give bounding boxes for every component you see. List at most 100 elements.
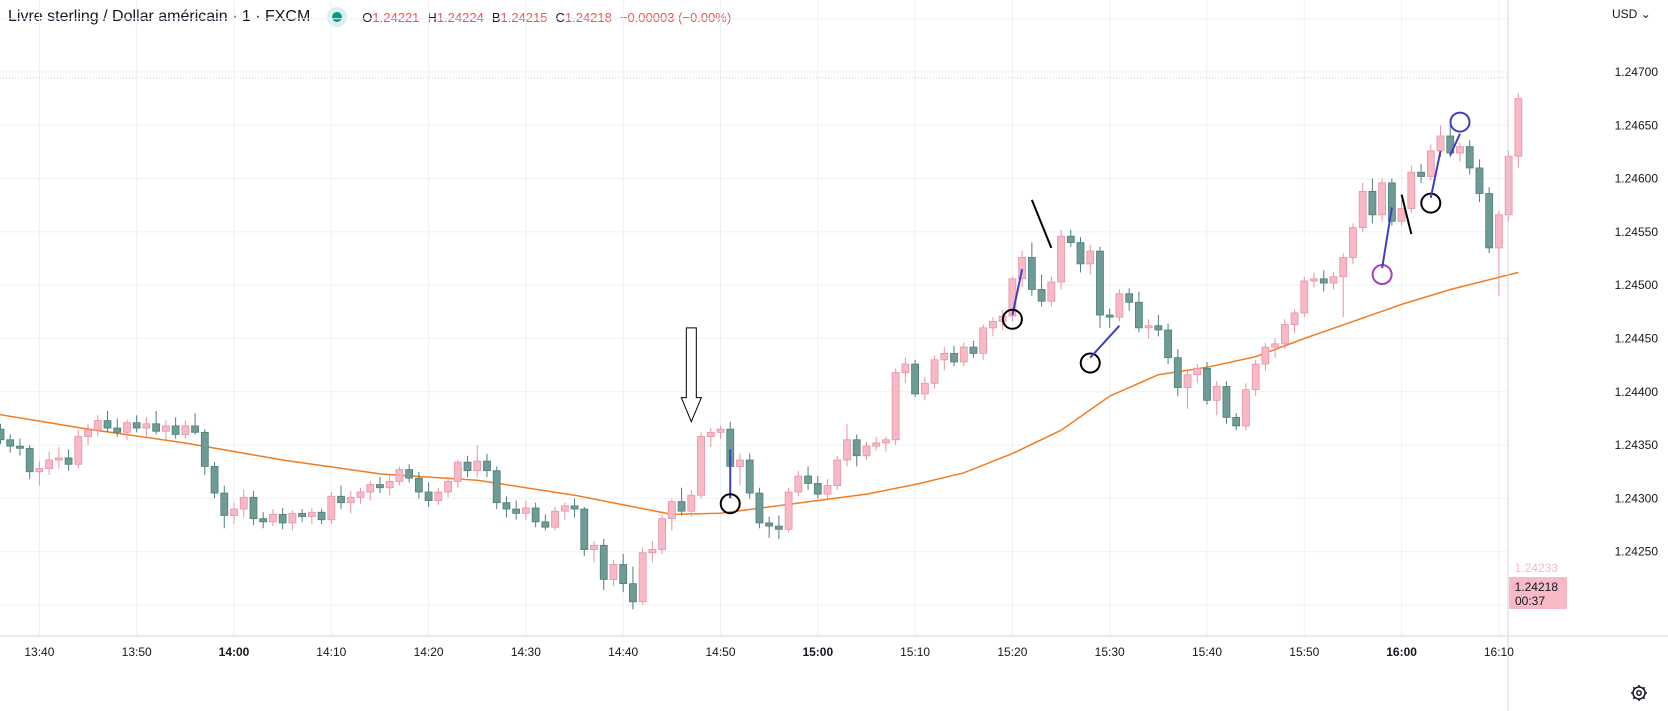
candle-body	[25, 447, 34, 473]
candle-body	[590, 544, 598, 550]
candle-body	[979, 327, 988, 354]
candle-body	[259, 518, 268, 523]
price-tick-label: 1.24350	[1615, 438, 1659, 452]
symbol-title[interactable]: Livre sterling / Dollar américain · 1 · …	[8, 8, 311, 25]
candle-body	[512, 508, 521, 514]
last-price-badge	[1509, 577, 1567, 609]
candle-body	[1495, 214, 1503, 249]
candle-body	[1475, 167, 1484, 194]
candle-body	[307, 511, 316, 517]
price-tick-label: 1.24250	[1615, 545, 1659, 559]
chevron-down-icon: ⌄	[1640, 7, 1651, 21]
candle-body	[64, 457, 73, 465]
candle-body	[142, 423, 151, 429]
candle-body	[1125, 293, 1134, 303]
time-tick-label: 15:30	[1095, 645, 1125, 659]
candle-body	[1261, 346, 1270, 365]
candle-body	[1183, 374, 1192, 388]
candle-body	[609, 564, 618, 580]
candle-body	[852, 439, 861, 457]
candle-body	[580, 508, 589, 550]
candle-body	[414, 477, 423, 493]
candle-body	[346, 496, 355, 504]
candle-body	[901, 363, 910, 374]
candle-body	[765, 522, 774, 527]
candle-body	[123, 422, 131, 433]
time-tick-label: 15:40	[1192, 645, 1222, 659]
candle-body	[794, 475, 803, 493]
candle-body	[0, 428, 5, 441]
time-tick-label: 15:10	[900, 645, 930, 659]
candle-body	[1105, 314, 1114, 318]
candle-body	[230, 508, 238, 516]
candle-body	[1242, 389, 1250, 427]
candle-body	[687, 494, 696, 512]
high-label: H	[427, 9, 437, 25]
gear-icon[interactable]	[1629, 683, 1649, 703]
candle-body	[161, 425, 170, 432]
currency-selector[interactable]: USD ⌄	[1612, 7, 1651, 21]
candle-body	[366, 484, 375, 493]
candle-body	[551, 510, 559, 528]
candle-body	[1310, 278, 1318, 282]
candle-body	[1018, 257, 1027, 280]
candle-body	[823, 485, 832, 495]
candle-body	[1096, 250, 1104, 316]
candle-body	[1173, 357, 1182, 388]
circle-annotation	[1449, 111, 1471, 133]
high-value: 1.24224	[436, 9, 484, 25]
candle-body	[269, 513, 277, 523]
trend-line-annotation	[1030, 199, 1053, 249]
candle-body	[1027, 257, 1036, 290]
candle-body	[492, 470, 501, 504]
candle-body	[774, 525, 783, 530]
candle-body	[54, 457, 63, 461]
candle-body	[405, 469, 414, 479]
candle-body	[862, 445, 871, 457]
trend-line-annotation	[1400, 194, 1413, 235]
candle-body	[969, 346, 978, 354]
candle-body	[1329, 276, 1338, 284]
candle-body	[882, 439, 890, 444]
down-arrow-annotation	[680, 327, 703, 423]
candle-body	[1436, 135, 1445, 152]
candle-body	[453, 461, 462, 482]
candle-body	[1426, 150, 1435, 177]
ohlc-legend: O1.24221 H1.24224 B1.24215 C1.24218 −0.0…	[362, 10, 731, 25]
close-label: C	[555, 9, 565, 25]
currency-label: USD	[1612, 7, 1638, 21]
candle-body	[959, 346, 968, 363]
candle-body	[1047, 281, 1056, 302]
candle-body	[736, 459, 744, 467]
candle-body	[1144, 325, 1153, 329]
candle-body	[570, 505, 579, 510]
circle-annotation	[719, 493, 741, 515]
candle-body	[239, 496, 248, 510]
candle-body	[989, 321, 997, 329]
trend-line-annotation	[1449, 133, 1461, 156]
candle-body	[1407, 171, 1416, 209]
candle-body	[745, 459, 754, 494]
candle-body	[45, 459, 54, 469]
candle-body	[1222, 386, 1231, 418]
candle-body	[1193, 367, 1202, 376]
candle-body	[1368, 190, 1377, 216]
price-tick-label: 1.24650	[1615, 118, 1659, 132]
time-tick-label: 14:20	[414, 645, 444, 659]
candle-body	[833, 459, 842, 487]
candle-body	[210, 466, 219, 494]
candle-body	[599, 544, 608, 580]
trend-line-annotation	[1089, 325, 1121, 359]
time-tick-label: 13:40	[24, 645, 54, 659]
candle-body	[1290, 312, 1299, 326]
open-value: 1.24221	[372, 9, 420, 25]
bid-label: B	[491, 9, 501, 25]
time-tick-label: 14:40	[608, 645, 638, 659]
candle-body	[502, 502, 511, 510]
time-tick-label: 14:10	[316, 645, 346, 659]
close-value: 1.24218	[564, 9, 612, 25]
candle-body	[463, 461, 472, 472]
candle-body	[171, 425, 180, 435]
price-tick-label: 1.24500	[1615, 278, 1659, 292]
